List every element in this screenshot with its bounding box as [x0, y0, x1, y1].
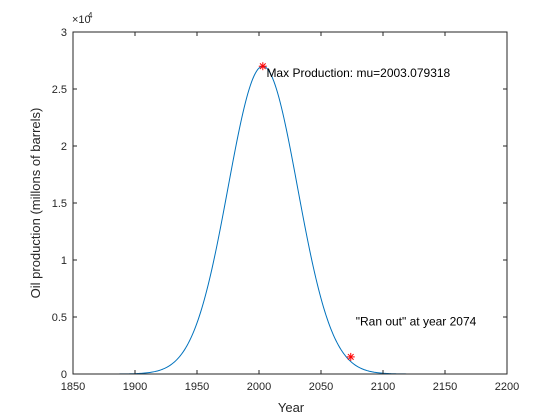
max-production-annotation: Max Production: mu=2003.079318: [266, 66, 450, 80]
y-tick-label: 2.5: [52, 84, 67, 96]
y-axis-ticks: 0 0.5 1 1.5 2 2.5 3: [52, 27, 507, 381]
y-exponent-power: 4: [88, 11, 93, 20]
x-axis-ticks: 1850 1900 1950 2000 2050 2100 2150 2200: [61, 32, 519, 393]
x-tick-label: 2000: [247, 381, 271, 393]
y-tick-label: 0.5: [52, 312, 67, 324]
x-tick-label: 2200: [495, 381, 519, 393]
ran-out-annotation: "Ran out" at year 2074: [356, 315, 477, 329]
y-tick-label: 3: [61, 27, 67, 39]
x-tick-label: 2050: [309, 381, 333, 393]
x-axis-label: Year: [278, 400, 305, 415]
y-tick-label: 0: [61, 369, 67, 381]
x-tick-label: 2150: [433, 381, 457, 393]
plot-background: [73, 32, 507, 374]
plot-content: Max Production: mu=2003.079318 "Ran out" …: [73, 62, 507, 375]
ran-out-marker: [346, 352, 355, 361]
y-tick-label: 2: [61, 141, 67, 153]
x-tick-label: 1900: [123, 381, 147, 393]
x-tick-label: 2100: [371, 381, 395, 393]
x-tick-label: 1950: [185, 381, 209, 393]
y-tick-label: 1.5: [52, 198, 67, 210]
y-tick-label: 1: [61, 255, 67, 267]
y-axis-exponent: ×10 4: [72, 11, 93, 26]
y-axis-label: Oil production (millons of barrels): [28, 108, 43, 299]
y-exponent-base: ×10: [72, 14, 91, 26]
x-tick-label: 1850: [61, 381, 85, 393]
max-production-marker: [258, 62, 267, 71]
